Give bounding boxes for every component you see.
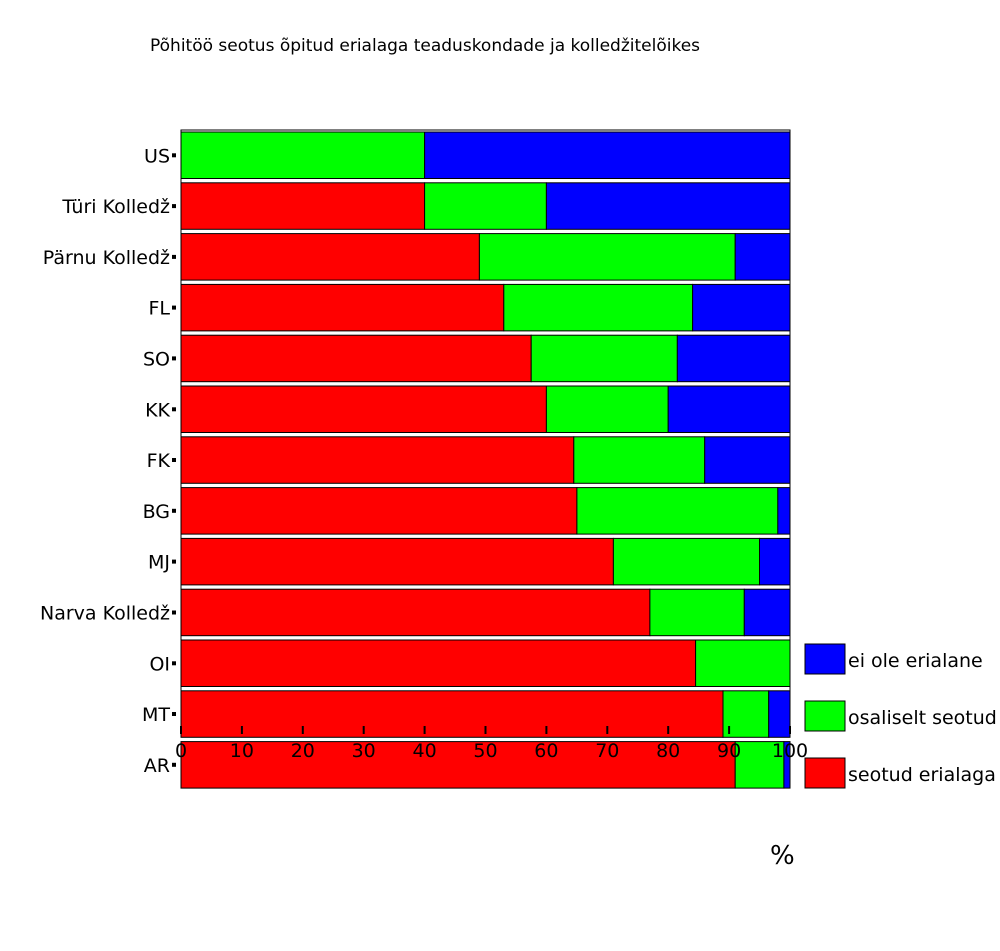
bar-us-osaliselt-seotud (180, 131, 426, 179)
x-axis-label: % (770, 841, 795, 871)
x-tick-label-50: 50 (473, 740, 497, 762)
legend-swatch-osaliselt-seotud (804, 700, 846, 732)
bar-turi-kolledz-seotud-erialaga (180, 182, 426, 230)
bar-fl-osaliselt-seotud (503, 283, 694, 332)
bar-kk-osaliselt-seotud (545, 385, 669, 433)
category-tick (172, 508, 176, 513)
bar-oi-seotud-erialaga (180, 639, 697, 687)
bar-kk-ei-ole-erialane (667, 385, 791, 433)
category-tick (172, 204, 176, 209)
category-labels: US Türi Kolledž Pärnu Kolledž FL SO KK FK BG MJ N… (40, 145, 176, 777)
legend-swatch-ei-ole-erialane (804, 643, 846, 675)
bar-bg-seotud-erialaga (180, 487, 578, 535)
category-tick (172, 712, 176, 716)
legend-label-ei-ole-erialane: ei ole erialane (848, 650, 983, 672)
category-tick (172, 407, 176, 412)
category-label-fl: FL (148, 298, 170, 320)
bar-parnu-kolledz-ei-ole-erialane (734, 233, 791, 281)
bar-us-ei-ole-erialane (424, 131, 791, 179)
x-tick-label-20: 20 (291, 740, 315, 762)
category-label-fk: FK (147, 450, 171, 472)
bar-bg-ei-ole-erialane (777, 487, 791, 535)
category-tick (172, 559, 176, 564)
category-label-mt: MT (142, 704, 170, 726)
x-axis: 0 10 20 30 40 50 60 70 80 90 100 (175, 726, 808, 762)
bar-ar-seotud-erialaga (180, 741, 736, 789)
category-label-so: SO (143, 348, 170, 370)
category-tick (172, 661, 176, 666)
bar-mj-osaliselt-seotud (612, 537, 761, 586)
category-label-mj: MJ (148, 552, 170, 574)
x-tick-label-10: 10 (230, 740, 254, 762)
bar-mt-osaliselt-seotud (722, 690, 770, 738)
category-tick (172, 762, 176, 767)
category-label-ar: AR (144, 755, 170, 777)
bar-mj-ei-ole-erialane (759, 537, 791, 586)
legend-label-osaliselt-seotud: osaliselt seotud (848, 707, 997, 729)
bar-ar-osaliselt-seotud (734, 741, 785, 789)
bar-so-seotud-erialaga (180, 334, 532, 383)
legend-swatch-seotud-erialaga (804, 757, 846, 789)
category-tick (172, 356, 176, 361)
category-label-turi-kolledz: Türi Kolledž (61, 196, 170, 218)
x-tick-label-100: 100 (772, 740, 808, 762)
category-tick (172, 254, 176, 259)
x-tick-label-90: 90 (717, 740, 741, 762)
bar-parnu-kolledz-osaliselt-seotud (478, 233, 736, 281)
chart-title: Põhitöö seotus õpitud erialaga teaduskon… (150, 36, 700, 56)
bar-narva-kolledz-osaliselt-seotud (649, 588, 745, 637)
category-label-parnu-kolledz: Pärnu Kolledž (43, 247, 170, 269)
category-label-us: US (144, 145, 170, 167)
category-label-kk: KK (145, 399, 170, 421)
bar-oi-osaliselt-seotud (695, 639, 791, 687)
bar-kk-seotud-erialaga (180, 385, 547, 433)
category-tick (172, 458, 176, 462)
bar-fl-ei-ole-erialane (692, 283, 791, 332)
bar-turi-kolledz-ei-ole-erialane (545, 182, 791, 230)
bar-turi-kolledz-osaliselt-seotud (424, 182, 547, 230)
category-label-narva-kolledz: Narva Kolledž (40, 603, 170, 625)
legend-label-seotud-erialaga: seotud erialaga (848, 764, 996, 786)
bar-mt-ei-ole-erialane (768, 690, 791, 738)
bar-so-ei-ole-erialane (676, 334, 791, 383)
category-tick (172, 153, 176, 158)
bar-mj-seotud-erialaga (180, 537, 614, 586)
bar-narva-kolledz-seotud-erialaga (180, 588, 651, 637)
x-tick-label-40: 40 (413, 740, 437, 762)
bar-fl-seotud-erialaga (180, 283, 505, 332)
x-tick-label-80: 80 (656, 740, 680, 762)
bar-mt-seotud-erialaga (180, 690, 724, 738)
category-label-oi: OI (149, 653, 170, 675)
category-label-bg: BG (143, 501, 170, 523)
category-tick (172, 610, 176, 615)
bar-fk-ei-ole-erialane (704, 436, 791, 484)
bar-ar-ei-ole-erialane (783, 741, 791, 789)
x-tick-label-70: 70 (595, 740, 619, 762)
bar-fk-osaliselt-seotud (573, 436, 706, 484)
bar-so-osaliselt-seotud (530, 334, 678, 383)
legend: ei ole erialane osaliselt seotud seotud er… (804, 643, 997, 789)
x-tick-label-0: 0 (175, 740, 187, 762)
bar-fk-seotud-erialaga (180, 436, 575, 484)
x-tick-label-60: 60 (534, 740, 558, 762)
bar-parnu-kolledz-seotud-erialaga (180, 233, 480, 281)
x-tick-label-30: 30 (352, 740, 376, 762)
category-tick (172, 305, 176, 310)
bars-group (180, 131, 791, 789)
bar-bg-osaliselt-seotud (576, 487, 779, 535)
bar-narva-kolledz-ei-ole-erialane (743, 588, 791, 637)
